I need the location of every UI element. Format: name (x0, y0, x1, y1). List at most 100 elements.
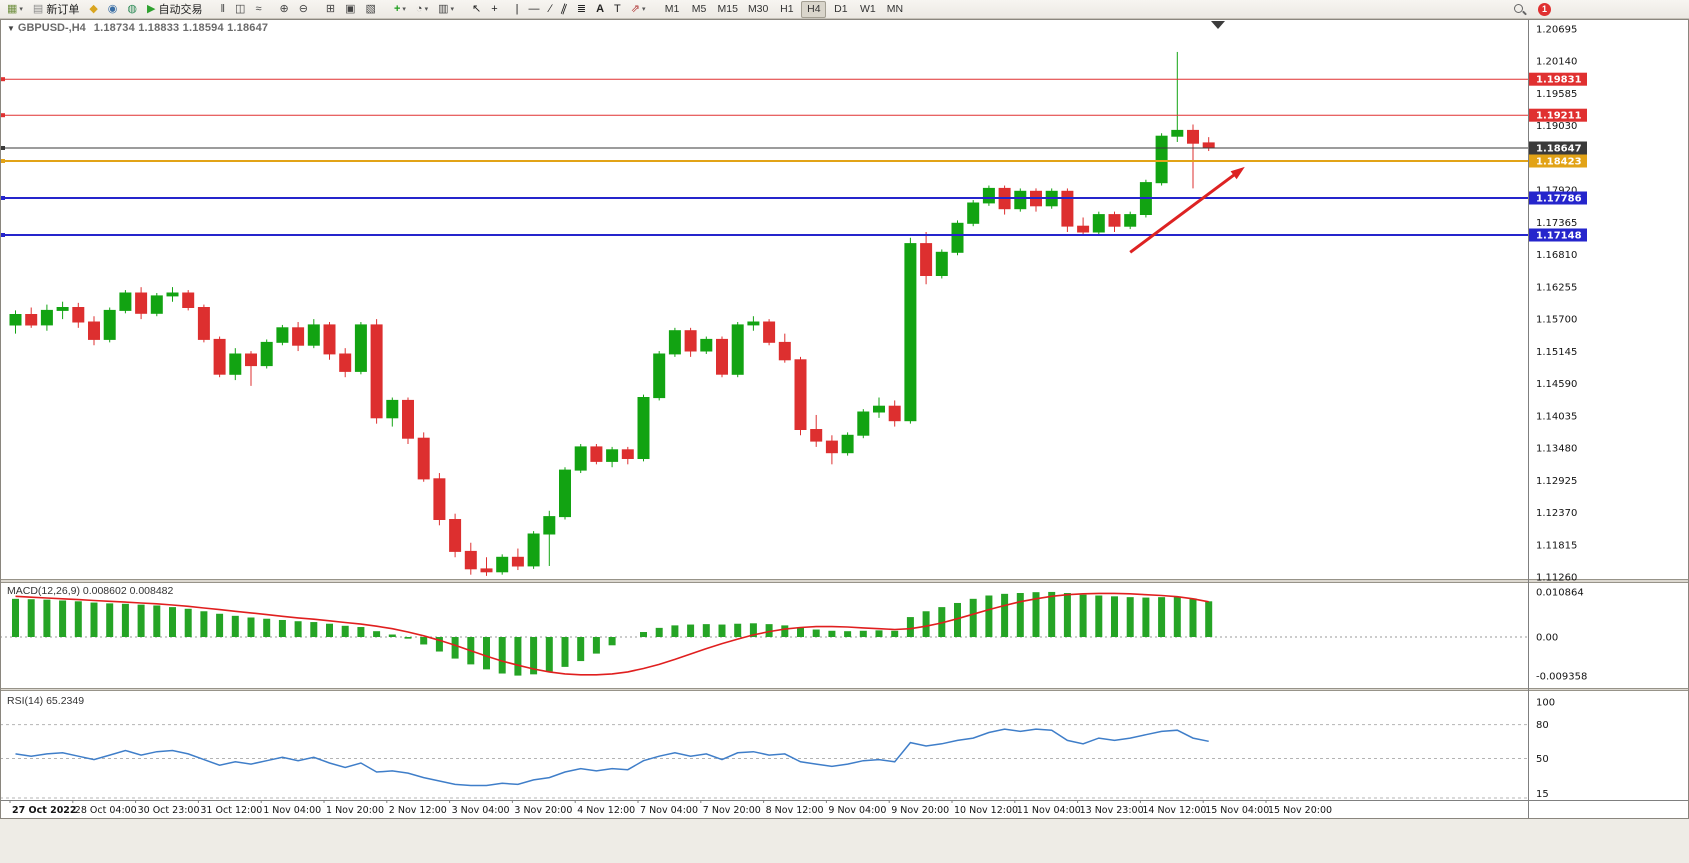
timeframe-m5-button[interactable]: M5 (691, 2, 707, 15)
chart-wizard-button[interactable]: ◆ (85, 1, 101, 18)
svg-text:28 Oct 04:00: 28 Oct 04:00 (75, 805, 137, 816)
new-order-button[interactable]: ▤ 新订单 (29, 1, 83, 18)
auto-trading-button[interactable]: ▶ 自动交易 (143, 1, 206, 18)
dropdown-caret-icon[interactable]: ▾ (641, 6, 646, 13)
text-label-button[interactable]: T (610, 1, 625, 18)
notification-badge[interactable]: 1 (1538, 2, 1551, 16)
fibonacci-button[interactable]: ≣ (573, 1, 590, 18)
new-order-label: 新订单 (46, 4, 80, 16)
equidistant-channel-button[interactable]: ∥ (557, 1, 571, 18)
hline-1.19211[interactable]: 1.19211 (0, 108, 1587, 122)
dropdown-caret-icon[interactable]: ▾ (402, 6, 406, 13)
hline-icon: — (528, 2, 540, 15)
indicators-icon: + (393, 2, 401, 15)
trend-arrow[interactable] (1129, 166, 1245, 254)
svg-text:11 Nov 04:00: 11 Nov 04:00 (1017, 805, 1081, 816)
toolbar: ▦ ▾ ▤ 新订单 ◆ ◉ ◍ ▶ 自动交易 ‖ ◫ ≈ ⊕ ⊖ ⊞ ▣ ▧ + ▾ ◔ ▾ ▥ ▾ ↖ + | — ∕ ∥ ≣ A T ⇗ ▾ M… (0, 0, 1689, 19)
text-button[interactable]: A (592, 1, 608, 18)
timeframe-h4-button[interactable]: H4 (801, 0, 827, 18)
hline-1.19831[interactable]: 1.19831 (0, 72, 1587, 86)
svg-text:15: 15 (1536, 789, 1549, 800)
tile-windows-button[interactable]: ⊞ (322, 1, 339, 18)
pane-separator[interactable] (0, 579, 1689, 583)
indicators-button[interactable]: + ▾ (390, 1, 410, 18)
current-price-line-1.18647[interactable]: 1.18647 (0, 141, 1587, 155)
svg-text:13 Nov 23:00: 13 Nov 23:00 (1080, 805, 1144, 816)
data-window-button[interactable]: ◍ (123, 1, 141, 18)
arrows-button[interactable]: ⇗ ▾ (627, 1, 650, 18)
zoom-in-icon: ⊕ (279, 2, 289, 15)
price-axis[interactable]: 1.206951.201401.195851.190301.184751.179… (1536, 25, 1587, 801)
timeframe-m1-button[interactable]: M1 (664, 2, 680, 15)
dropdown-caret-icon[interactable]: ▾ (19, 6, 23, 13)
templates-button[interactable]: ▥ ▾ (434, 1, 458, 18)
timeframe-d1-button[interactable]: D1 (834, 2, 848, 15)
svg-text:7 Nov 20:00: 7 Nov 20:00 (703, 805, 761, 816)
auto-arrange-button[interactable]: ▣ (341, 1, 359, 18)
hline-1.18423[interactable]: 1.18423 (0, 154, 1587, 168)
svg-text:1.17786: 1.17786 (1536, 194, 1582, 205)
auto-trading-label: 自动交易 (158, 4, 203, 16)
autotrading-icon: ▶ (147, 2, 156, 15)
svg-text:7 Nov 04:00: 7 Nov 04:00 (640, 805, 698, 816)
svg-text:1.18647: 1.18647 (1536, 144, 1582, 155)
svg-text:1.12925: 1.12925 (1536, 476, 1577, 487)
dropdown-caret-icon[interactable]: ▾ (424, 6, 429, 13)
svg-text:1.15145: 1.15145 (1536, 347, 1577, 358)
timeframe-m30-button[interactable]: M30 (747, 2, 769, 15)
hline-1.17148[interactable]: 1.17148 (0, 228, 1587, 242)
svg-text:4 Nov 12:00: 4 Nov 12:00 (577, 805, 635, 816)
timeframe-w1-button[interactable]: W1 (860, 2, 876, 15)
candles-icon: ◫ (235, 2, 246, 15)
tile-windows-icon: ⊞ (325, 2, 336, 15)
svg-text:100: 100 (1536, 698, 1555, 709)
trendline-button[interactable]: ∕ (546, 1, 556, 18)
timeframe-mn-button[interactable]: MN (886, 2, 904, 15)
timeframe-m15-button[interactable]: M15 (717, 2, 738, 15)
horizontal-line-button[interactable]: — (525, 1, 544, 18)
hline-1.17786[interactable]: 1.17786 (0, 191, 1587, 205)
svg-text:1.18423: 1.18423 (1536, 157, 1582, 168)
label-icon: T (614, 2, 621, 15)
timeframe-h1-button[interactable]: H1 (780, 2, 794, 15)
zoom-out-button[interactable]: ⊖ (295, 1, 312, 18)
dropdown-caret-icon[interactable]: ▾ (450, 6, 454, 13)
bar-chart-button[interactable]: ‖ (216, 1, 229, 18)
cascade-windows-button[interactable]: ▧ (362, 1, 380, 18)
trendline-icon: ∕ (549, 2, 552, 15)
toolbar-buttons: ▦ ▾ ▤ 新订单 ◆ ◉ ◍ ▶ 自动交易 ‖ ◫ ≈ ⊕ ⊖ ⊞ ▣ ▧ + ▾ ◔ ▾ ▥ ▾ ↖ + | — ∕ ∥ ≣ A T ⇗ ▾ M… (2, 0, 908, 18)
search-icon[interactable] (1512, 2, 1526, 16)
templates-icon: ▥ (438, 2, 449, 15)
line-chart-button[interactable]: ≈ (251, 1, 265, 18)
pane-separator[interactable] (0, 688, 1689, 691)
market-watch-button[interactable]: ◉ (104, 1, 122, 18)
data-window-icon: ◍ (127, 2, 138, 15)
svg-text:8 Nov 12:00: 8 Nov 12:00 (766, 805, 824, 816)
zoom-in-button[interactable]: ⊕ (275, 1, 292, 18)
svg-text:1 Nov 20:00: 1 Nov 20:00 (326, 805, 384, 816)
svg-text:10 Nov 12:00: 10 Nov 12:00 (954, 805, 1018, 816)
svg-text:1.16255: 1.16255 (1536, 282, 1577, 293)
periods-button[interactable]: ◔ ▾ (412, 1, 432, 18)
svg-text:31 Oct 12:00: 31 Oct 12:00 (200, 805, 262, 816)
shift-marker-icon[interactable] (1211, 21, 1225, 29)
svg-text:1.20695: 1.20695 (1536, 25, 1577, 36)
cascade-windows-icon: ▧ (365, 2, 376, 15)
new-chart-button[interactable]: ▦ ▾ (3, 1, 27, 18)
svg-text:0.00: 0.00 (1536, 633, 1558, 644)
rsi-pane (0, 724, 1528, 799)
candlestick-chart-button[interactable]: ◫ (231, 1, 249, 18)
zoom-out-icon: ⊖ (298, 2, 308, 15)
svg-text:3 Nov 20:00: 3 Nov 20:00 (514, 805, 572, 816)
arrange-icon: ▣ (345, 2, 356, 15)
svg-text:9 Nov 04:00: 9 Nov 04:00 (828, 805, 886, 816)
cursor-button[interactable]: ↖ (468, 1, 485, 18)
vertical-line-button[interactable]: | (512, 1, 523, 18)
svg-text:1.15700: 1.15700 (1536, 315, 1577, 326)
svg-text:0.010864: 0.010864 (1536, 587, 1584, 598)
crosshair-button[interactable]: + (487, 1, 501, 18)
fibonacci-icon: ≣ (576, 2, 587, 15)
macd-signal-line (15, 592, 1209, 676)
